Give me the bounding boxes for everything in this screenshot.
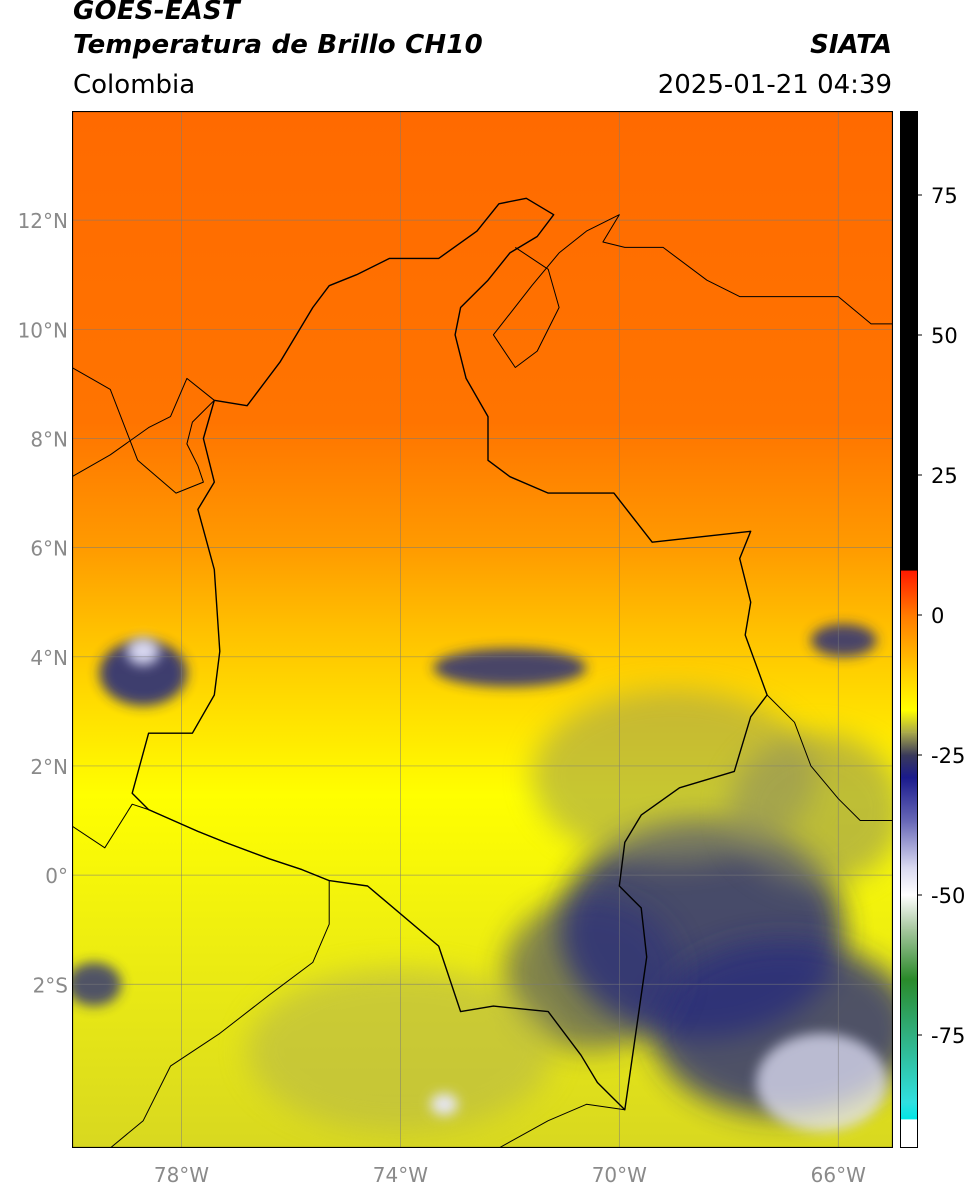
border-panama <box>72 367 215 494</box>
lat-axis: 12°N 10°N 8°N 6°N 4°N 2°N 0° 2°S <box>18 209 68 997</box>
colorbar-band <box>900 615 918 672</box>
colorbar-tick-label: 25 <box>931 464 958 488</box>
lat-tick-label: 2°S <box>33 973 68 997</box>
colorbar-band <box>900 1102 918 1120</box>
border-venezuela-brazil <box>766 694 893 821</box>
lat-tick-label: 8°N <box>30 427 68 451</box>
colorbar-band <box>900 822 918 868</box>
colorbar-band <box>900 755 918 778</box>
colorbar-band <box>900 867 918 896</box>
map-frame <box>72 111 893 1148</box>
cloud-blob <box>433 648 587 687</box>
colorbar-band <box>900 570 918 572</box>
lon-tick-label: 70°W <box>592 1163 647 1187</box>
border-venezuela-coast <box>492 214 893 368</box>
organization-label: SIATA <box>810 30 892 60</box>
colorbar-band <box>900 111 918 571</box>
cloud-blob <box>126 637 160 665</box>
lat-tick-label: 10°N <box>18 318 68 342</box>
map-gridlines <box>72 111 893 1148</box>
lat-tick-label: 6°N <box>30 537 68 561</box>
timestamp-label: 2025-01-21 04:39 <box>657 70 892 100</box>
colorbar-band <box>900 979 918 1036</box>
colorbar-band <box>900 1035 918 1103</box>
lat-tick-label: 12°N <box>18 209 68 233</box>
colorbar-band <box>900 777 918 823</box>
country-borders <box>72 197 893 1148</box>
colorbar-tick-label: 0 <box>931 604 944 628</box>
colorbar-bands <box>900 111 918 1148</box>
colorbar-band <box>900 671 918 711</box>
cloud-blob <box>728 733 893 886</box>
border-ecuador <box>72 803 330 1148</box>
lon-tick-label: 78°W <box>154 1163 209 1187</box>
cloud-blob <box>756 1033 888 1132</box>
region-label: Colombia <box>73 70 196 100</box>
colorbar: 75 50 25 0 -25 -50 -75 <box>900 111 965 1148</box>
satellite-title: GOES-EAST <box>73 0 240 26</box>
cloud-blob <box>810 624 877 657</box>
lon-tick-label: 66°W <box>811 1163 866 1187</box>
colorbar-ticks: 75 50 25 0 -25 -50 -75 <box>917 184 965 1048</box>
colorbar-band <box>900 895 918 929</box>
border-peru-brazil <box>455 1103 625 1148</box>
colorbar-band <box>900 570 918 616</box>
cloud-blob <box>430 1093 458 1116</box>
lat-tick-label: 4°N <box>30 646 68 670</box>
lon-tick-label: 74°W <box>373 1163 428 1187</box>
colorbar-tick-label: 50 <box>931 324 958 348</box>
colorbar-tick-label: -25 <box>931 744 965 768</box>
colorbar-band <box>900 928 918 980</box>
colorbar-tick-label: 75 <box>931 184 958 208</box>
lon-axis: 78°W 74°W 70°W 66°W <box>154 1163 866 1187</box>
lat-tick-label: 0° <box>45 864 68 888</box>
colorbar-tick-label: -50 <box>931 884 965 908</box>
colorbar-frame <box>900 111 918 1148</box>
satellite-map <box>72 111 893 1148</box>
colorbar-band <box>900 1119 918 1148</box>
colorbar-band <box>900 1119 918 1120</box>
product-title: Temperatura de Brillo CH10 <box>73 30 483 60</box>
colorbar-band <box>900 732 918 756</box>
lat-tick-label: 2°N <box>30 755 68 779</box>
colorbar-tick-label: -75 <box>931 1024 965 1048</box>
colorbar-band <box>900 710 918 733</box>
